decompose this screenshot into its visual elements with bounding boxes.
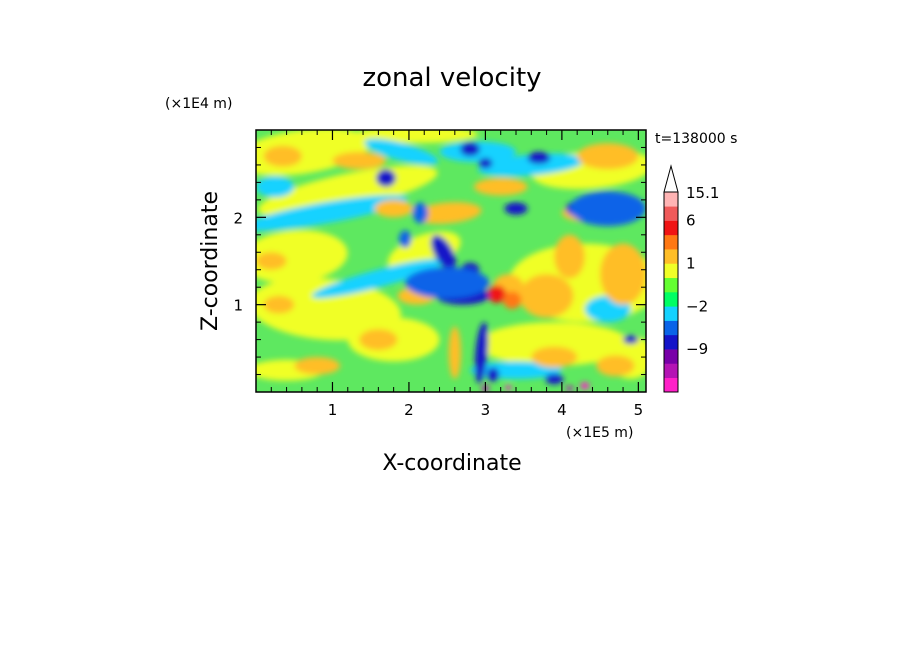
x-tick-label: 2: [404, 401, 414, 419]
colorbar-extension-arrow: [663, 164, 679, 193]
colorbar-swatch: [664, 320, 678, 336]
contour-region: [448, 326, 461, 379]
contour-region: [359, 329, 398, 351]
contour-region: [332, 151, 386, 170]
colorbar-swatch: [664, 277, 678, 293]
contour-region: [474, 322, 489, 384]
x-axis-label: X-coordinate: [382, 451, 521, 476]
colorbar-swatch: [664, 292, 678, 307]
contour-region: [502, 291, 522, 310]
colorbar-label: 1: [686, 254, 696, 272]
contour-region: [263, 145, 302, 167]
colorbar-swatch: [664, 377, 678, 393]
contour-region: [577, 143, 639, 170]
time-label: t=138000 s: [655, 131, 737, 147]
contour-region: [600, 243, 646, 305]
x-tick-label: 3: [481, 401, 491, 419]
contour-region: [504, 202, 528, 215]
contour-region: [256, 230, 348, 284]
contour-region: [399, 230, 412, 248]
contour-region: [311, 258, 445, 299]
contour-region: [460, 142, 481, 157]
contour-region: [596, 355, 635, 377]
colorbar-swatch: [664, 306, 678, 321]
colorbar-swatch: [664, 234, 678, 250]
contour-region: [531, 346, 578, 368]
contour-region: [256, 252, 287, 270]
contour-region: [263, 295, 295, 314]
colorbar-label: −2: [686, 297, 708, 315]
colorbar-label: 15.1: [686, 184, 719, 202]
contour-region: [580, 382, 590, 390]
contour-region: [486, 367, 500, 382]
y-axis-label: Z-coordinate: [198, 191, 223, 331]
contour-region: [256, 195, 408, 231]
colorbar-swatch: [664, 249, 678, 264]
contour-region: [569, 191, 646, 227]
x-axis-unit: (×1E5 m): [566, 425, 633, 441]
contour-region: [430, 235, 456, 270]
contour-region: [374, 199, 413, 218]
x-tick-label: 1: [328, 401, 338, 419]
colorbar-swatch: [664, 263, 678, 279]
plot-area: [256, 130, 646, 392]
y-axis-unit: (×1E4 m): [165, 96, 232, 112]
y-tick-label: 1: [233, 297, 243, 315]
colorbar-swatch: [664, 192, 678, 207]
contour-region: [565, 385, 574, 392]
contour-region: [505, 385, 512, 391]
contour-region: [478, 157, 493, 169]
x-tick-label: 4: [557, 401, 567, 419]
colorbar: 15.1 6 1 −2 −9: [663, 164, 719, 393]
y-tick-label: 2: [233, 209, 243, 227]
x-tick-label: 5: [634, 401, 644, 419]
colorbar-label: 6: [686, 212, 696, 230]
contour-region: [527, 151, 551, 165]
contour-region: [545, 373, 564, 385]
colorbar-label: −9: [686, 340, 708, 358]
colorbar-swatch: [664, 220, 678, 236]
contour-region: [623, 335, 639, 344]
colorbar-swatch: [664, 363, 678, 379]
contour-region: [256, 176, 295, 198]
y-axis-ticks: 12: [233, 146, 646, 376]
contour-region: [487, 285, 507, 303]
contour-region: [519, 274, 574, 318]
contour-region: [554, 234, 585, 279]
contour-region: [364, 138, 439, 165]
contour-region: [473, 178, 528, 196]
colorbar-frame: [663, 191, 679, 393]
contour-region: [405, 267, 490, 299]
contour-region: [294, 357, 341, 375]
colorbar-swatch: [664, 206, 678, 221]
colorbar-swatch: [664, 349, 678, 364]
contour-field: [256, 130, 646, 392]
contour-region: [477, 322, 631, 366]
plot-frame: [255, 129, 647, 393]
colorbar-swatch: [664, 334, 678, 350]
chart-title: zonal velocity: [362, 63, 541, 93]
contour-region: [412, 202, 482, 224]
x-axis-ticks: 1 2 3 4 5: [270, 130, 644, 419]
contour-region: [412, 202, 429, 224]
contour-region: [376, 169, 396, 187]
